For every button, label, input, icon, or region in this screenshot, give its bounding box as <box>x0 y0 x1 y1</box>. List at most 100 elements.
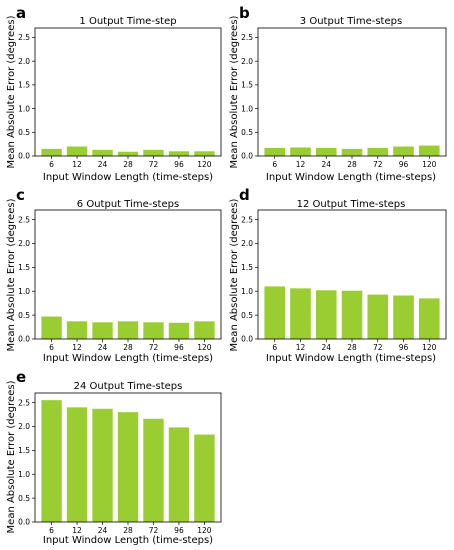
panel-a-ylabel: Mean Absolute Error (degrees) <box>6 15 17 168</box>
panel-d-bar-72 <box>367 294 389 339</box>
panel-b-title: 3 Output Time-steps <box>300 16 402 27</box>
panel-c-xtick-1: 12 <box>72 343 82 352</box>
panel-c-ytick-0: 0.0 <box>18 335 30 344</box>
panel-e-bar-96 <box>168 427 190 522</box>
panel-c-axes-frame <box>34 209 222 340</box>
panel-a-xtick-1: 12 <box>72 160 82 169</box>
panel-a-bar-24 <box>92 149 113 156</box>
panel-c-letter: c <box>16 186 25 204</box>
panel-b-ytick-0: 0.0 <box>241 152 253 161</box>
panel-b-xtick-6: 120 <box>422 160 437 169</box>
panel-b-ytick-2: 1.0 <box>241 104 253 113</box>
panel-b-xtick-1: 12 <box>296 160 306 169</box>
panel-e-ytick-3: 1.5 <box>18 446 30 455</box>
panel-a-ytick-3: 1.5 <box>18 81 30 90</box>
panel-a-xtick-4: 72 <box>149 160 159 169</box>
panel-b-ytick-4: 2.0 <box>241 57 253 66</box>
panel-d-xtick-2: 24 <box>321 343 331 352</box>
panel-b-ytick-5: 2.5 <box>241 33 253 42</box>
panel-b-bar-120 <box>418 145 440 156</box>
panel-c-bar-28 <box>117 321 139 339</box>
panel-e-bar-6 <box>41 400 62 522</box>
panel-a-xtick-0: 6 <box>49 160 54 169</box>
panel-a-bar-6 <box>41 148 62 156</box>
panel-e-title: 24 Output Time-steps <box>74 381 183 392</box>
panel-d-bar-24 <box>315 290 337 339</box>
panel-e-xtick-1: 12 <box>72 526 82 535</box>
panel-b-ytick-1: 0.5 <box>241 128 253 137</box>
panel-b: b 3 Output Time-steps 0.0 0.5 1.0 1.5 2.… <box>229 4 447 183</box>
panel-c-bar-12 <box>66 321 88 339</box>
panel-c-bar-72 <box>143 322 164 339</box>
panel-d-ylabel: Mean Absolute Error (degrees) <box>229 198 240 351</box>
panel-a-ytick-5: 2.5 <box>18 33 30 42</box>
panel-b-bar-24 <box>315 147 337 156</box>
panel-e-xtick-4: 72 <box>149 526 159 535</box>
panel-d-ytick-3: 1.5 <box>241 263 253 272</box>
panel-a-bar-12 <box>66 146 88 156</box>
panel-d-bar-12 <box>290 288 311 339</box>
panel-d-xtick-0: 6 <box>272 343 277 352</box>
panel-e-bar-120 <box>194 434 215 522</box>
panel-d-ytick-5: 2.5 <box>241 215 253 224</box>
panel-e-ytick-2: 1.0 <box>18 470 30 479</box>
panel-e-xtick-6: 120 <box>197 526 212 535</box>
panel-a-xtick-3: 28 <box>123 160 133 169</box>
panel-d-ytick-0: 0.0 <box>241 335 253 344</box>
panel-d-bar-28 <box>341 290 363 339</box>
panel-d-title: 12 Output Time-steps <box>297 199 406 210</box>
panel-e-yticks: 0.0 0.5 1.0 1.5 2.0 2.5 <box>18 398 30 526</box>
panel-a-yticks: 0.0 0.5 1.0 1.5 2.0 2.5 <box>18 33 30 161</box>
panel-b-xtick-3: 28 <box>347 160 357 169</box>
panel-e-ytick-4: 2.0 <box>18 422 30 431</box>
panel-c-xtick-2: 24 <box>98 343 108 352</box>
panel-a-xtick-2: 24 <box>98 160 108 169</box>
panel-c-title: 6 Output Time-steps <box>77 199 179 210</box>
panel-e-xtick-5: 96 <box>174 526 184 535</box>
panel-a-xtick-5: 96 <box>174 160 184 169</box>
panel-e-letter: e <box>16 368 26 386</box>
panel-b-xtick-0: 6 <box>272 160 277 169</box>
panel-b-bar-72 <box>367 147 389 156</box>
panel-b-bar-96 <box>393 146 414 156</box>
panel-b-bar-12 <box>290 147 311 156</box>
panel-b-bar-28 <box>341 148 363 156</box>
panel-d-xtick-1: 12 <box>296 343 306 352</box>
panel-a: a 1 Output Time-step 0.0 0.5 1.0 1.5 2.0… <box>6 4 222 183</box>
panel-a-axes-frame <box>34 27 222 157</box>
panel-b-xtick-4: 72 <box>373 160 383 169</box>
panel-e-xtick-0: 6 <box>49 526 54 535</box>
panel-a-xtick-6: 120 <box>197 160 212 169</box>
panel-c-ytick-1: 0.5 <box>18 311 30 320</box>
panel-e-bar-12 <box>66 407 88 522</box>
panel-e-ytick-0: 0.0 <box>18 518 30 527</box>
panel-c-xlabel: Input Window Length (time-steps) <box>43 353 213 364</box>
panel-a-xlabel: Input Window Length (time-steps) <box>43 172 213 183</box>
panel-a-bar-28 <box>117 151 139 156</box>
panel-d-ytick-1: 0.5 <box>241 311 253 320</box>
panel-a-bar-120 <box>194 151 215 156</box>
panel-c-ytick-3: 1.5 <box>18 263 30 272</box>
panel-a-letter: a <box>16 4 26 22</box>
panel-d-ytick-4: 2.0 <box>241 239 253 248</box>
panel-b-ytick-3: 1.5 <box>241 81 253 90</box>
panel-d-xticks: 6 12 24 28 72 96 120 <box>272 343 436 352</box>
panel-d-xtick-5: 96 <box>399 343 409 352</box>
panel-a-ytick-0: 0.0 <box>18 152 30 161</box>
panel-b-yticks: 0.0 0.5 1.0 1.5 2.0 2.5 <box>241 33 253 161</box>
panel-e-xtick-2: 24 <box>98 526 108 535</box>
panel-b-ylabel: Mean Absolute Error (degrees) <box>229 15 240 168</box>
panel-b-xlabel: Input Window Length (time-steps) <box>266 172 436 183</box>
panel-d-letter: d <box>239 186 250 204</box>
panel-c-bar-96 <box>168 322 190 339</box>
panel-e-ytick-1: 0.5 <box>18 494 30 503</box>
panel-d-xtick-3: 28 <box>347 343 357 352</box>
panel-c-bar-120 <box>194 321 215 339</box>
panel-b-letter: b <box>239 4 250 22</box>
panel-c-ytick-5: 2.5 <box>18 215 30 224</box>
panel-d-xlabel: Input Window Length (time-steps) <box>266 353 436 364</box>
panel-b-axes-frame <box>257 27 447 157</box>
panel-d-bar-96 <box>393 295 414 339</box>
panel-e-ylabel: Mean Absolute Error (degrees) <box>6 380 17 533</box>
panel-c-xticks: 6 12 24 28 72 96 120 <box>49 343 212 352</box>
